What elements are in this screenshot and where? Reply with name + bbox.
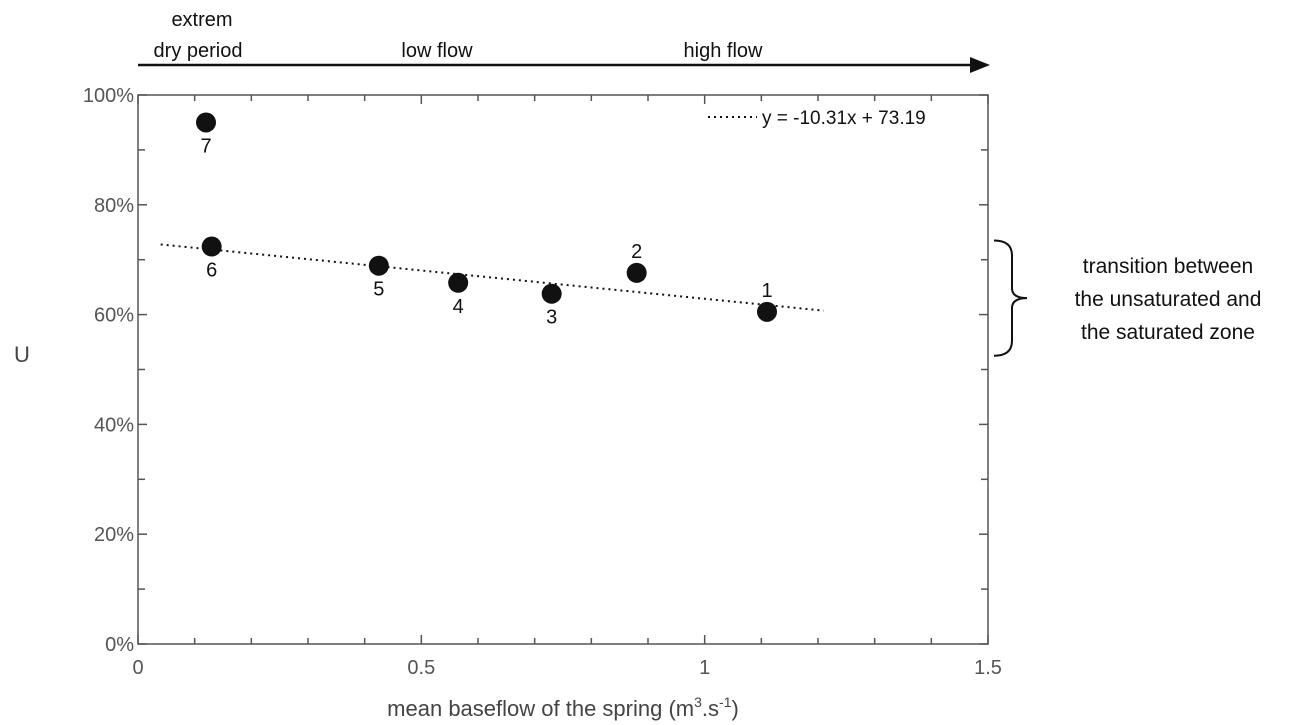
y-tick-label: 60% [94, 305, 134, 327]
phase-label-low-flow: low flow [401, 40, 473, 62]
point-label-3: 3 [546, 307, 557, 329]
data-points [196, 112, 777, 322]
data-point-3 [541, 283, 562, 304]
annotation-line-3: the saturated zone [1081, 321, 1255, 344]
x-axis-label-mid: .s [702, 696, 719, 721]
data-point-1 [757, 301, 777, 322]
point-label-7: 7 [200, 135, 211, 157]
y-tick-label: 100% [83, 85, 134, 107]
point-label-2: 2 [631, 241, 642, 263]
x-axis-label-main: mean baseflow of the spring (m [387, 696, 694, 721]
x-tick-label: 0 [132, 657, 143, 679]
x-tick-label: 1.5 [974, 657, 1002, 679]
y-tick-label: 20% [94, 524, 134, 546]
point-label-1: 1 [761, 280, 772, 302]
phase-label-dry-period: dry period [154, 40, 243, 62]
x-tick-label: 0.5 [407, 657, 435, 679]
plot-frame [137, 94, 989, 645]
data-point-6 [201, 236, 222, 257]
annotation-line-2: the unsaturated and [1075, 288, 1262, 311]
data-point-5 [368, 255, 389, 276]
x-axis-label-sup1: 3 [694, 694, 702, 710]
x-axis-label-sup2: -1 [719, 694, 732, 710]
axis-ticks [137, 94, 989, 645]
data-point-4 [448, 272, 469, 293]
trendline [160, 243, 824, 312]
annotation-line-1: transition between [1083, 255, 1253, 278]
x-tick-label: 1 [699, 657, 710, 679]
y-tick-label: 40% [94, 414, 134, 436]
point-label-6: 6 [206, 260, 217, 282]
x-axis-label: mean baseflow of the spring (m3.s-1) [387, 694, 739, 721]
data-point-7 [196, 112, 216, 133]
point-labels: 1 2 3 4 5 6 7 [200, 135, 772, 328]
point-label-5: 5 [373, 279, 384, 301]
phase-label-high-flow: high flow [684, 40, 763, 62]
x-axis-label-end: ) [731, 696, 738, 721]
data-point-2 [626, 262, 647, 283]
legend-trendline-equation: y = -10.31x + 73.19 [762, 108, 926, 129]
point-label-4: 4 [453, 296, 464, 318]
y-tick-label: 0% [105, 634, 134, 656]
y-tick-label: 80% [94, 195, 134, 217]
y-tick-labels: 0% 20% 40% 60% 80% 100% [83, 85, 134, 656]
phase-arrow-head [970, 57, 990, 73]
y-axis-label: U [14, 342, 30, 367]
transition-bracket [993, 239, 1028, 357]
phase-label-extrem: extrem [171, 9, 232, 31]
x-tick-labels: 0 0.5 1 1.5 [132, 657, 1001, 679]
